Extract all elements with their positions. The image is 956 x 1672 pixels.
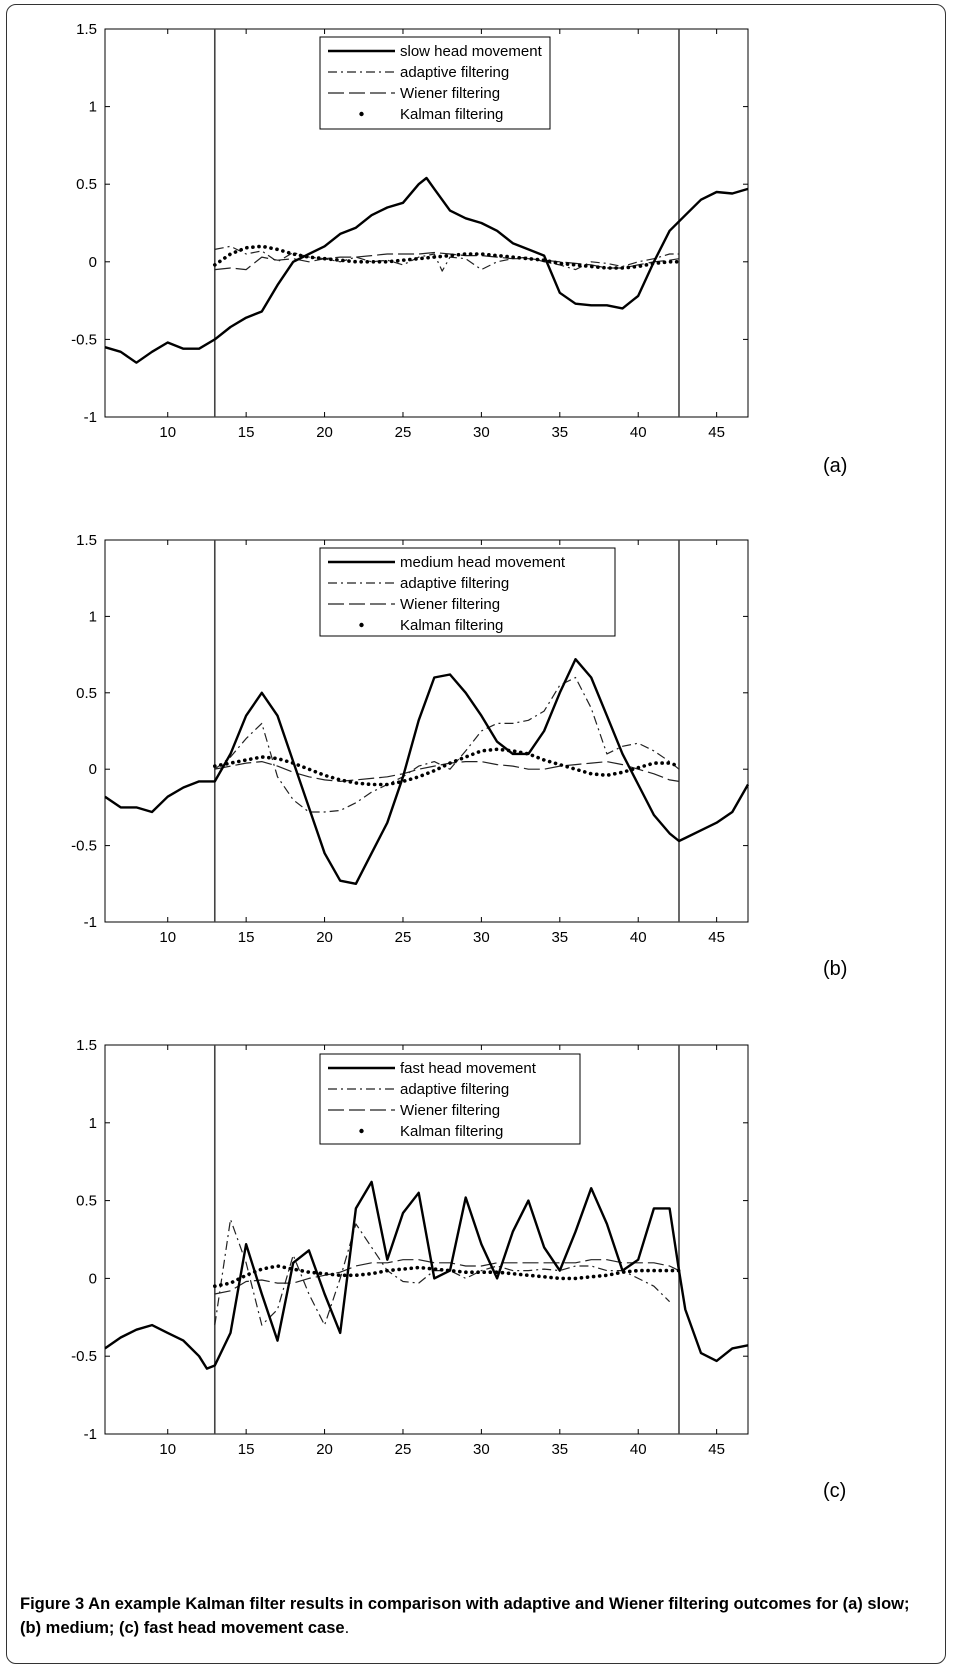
x-tick-label: 45 (708, 929, 725, 946)
y-tick-label: 0 (89, 761, 97, 778)
legend-marker-dot (359, 111, 364, 117)
series-line-solid (104, 176, 749, 364)
legend-label: Kalman filtering (400, 1123, 503, 1140)
x-tick-label: 10 (159, 929, 176, 946)
y-tick-label: 0 (89, 254, 97, 271)
chart-panel-2: 10 15 20 25 30 35 40 45 -1 -0.5 0 0.5 1 1.5 fast head … (71, 1037, 846, 1502)
legend-label: adaptive filtering (400, 575, 509, 592)
y-tick-label: 0 (89, 1270, 97, 1287)
y-tick-label: 1.5 (76, 1037, 97, 1054)
series-line-dashdot (214, 676, 680, 813)
x-tick-label: 20 (316, 1441, 333, 1458)
series-line-solid (104, 1180, 749, 1370)
x-tick-label: 15 (238, 929, 255, 946)
x-tick-label: 45 (708, 1441, 725, 1458)
legend-label: Wiener filtering (400, 596, 500, 613)
y-tick-label: 1 (89, 99, 97, 116)
x-tick-label: 30 (473, 929, 490, 946)
x-tick-label: 25 (395, 929, 412, 946)
legend-label: medium head movement (400, 554, 566, 571)
x-tick-label: 35 (551, 424, 568, 441)
y-tick-label: -1 (84, 409, 97, 426)
series-line-longdash (214, 760, 680, 783)
legend-marker-dot (359, 622, 364, 628)
caption-label: Figure 3 (20, 1595, 85, 1613)
y-tick-label: 1 (89, 1115, 97, 1132)
chart-panel-0: 10 15 20 25 30 35 40 45 -1 -0.5 0 0.5 1 1.5 slow head … (71, 21, 847, 477)
x-tick-label: 20 (316, 929, 333, 946)
panel-label: (c) (823, 1480, 846, 1502)
axes-box (104, 1044, 749, 1435)
series-line-solid (104, 658, 750, 885)
chart-panel-1: 10 15 20 25 30 35 40 45 -1 -0.5 0 0.5 1 1.5 medium hea… (71, 532, 847, 980)
x-tick-label: 20 (316, 424, 333, 441)
x-tick-label: 35 (551, 1441, 568, 1458)
y-tick-label: 0.5 (76, 176, 97, 193)
y-tick-label: -1 (84, 914, 97, 931)
caption-text: An example Kalman filter results in comp… (20, 1595, 910, 1637)
legend-label: slow head movement (400, 43, 543, 60)
y-tick-label: 0.5 (76, 685, 97, 702)
figure-caption: Figure 3 An example Kalman filter result… (20, 1592, 935, 1640)
x-tick-label: 30 (473, 424, 490, 441)
x-tick-label: 15 (238, 1441, 255, 1458)
series-line-dots (213, 1264, 681, 1288)
x-tick-label: 40 (630, 424, 647, 441)
legend-label: fast head movement (400, 1060, 537, 1077)
y-tick-label: 1.5 (76, 21, 97, 38)
legend-label: adaptive filtering (400, 64, 509, 81)
x-tick-label: 25 (395, 424, 412, 441)
x-tick-label: 45 (708, 424, 725, 441)
axes-box (104, 28, 749, 418)
legend-label: adaptive filtering (400, 1081, 509, 1098)
y-tick-label: 1 (89, 608, 97, 625)
y-tick-label: -1 (84, 1426, 97, 1443)
y-tick-label: -0.5 (71, 1348, 97, 1365)
x-tick-label: 10 (159, 424, 176, 441)
axes-box (104, 539, 749, 923)
panel-label: (b) (823, 958, 847, 980)
caption-end: . (344, 1619, 350, 1637)
y-tick-label: -0.5 (71, 838, 97, 855)
legend: medium head movement adaptive filtering Wi… (319, 547, 616, 637)
series-line-longdash (214, 251, 680, 271)
x-tick-label: 40 (630, 1441, 647, 1458)
legend-label: Wiener filtering (400, 85, 500, 102)
legend-label: Wiener filtering (400, 1102, 500, 1119)
legend-label: Kalman filtering (400, 617, 503, 634)
y-tick-label: 1.5 (76, 532, 97, 549)
y-tick-label: -0.5 (71, 331, 97, 348)
x-tick-label: 30 (473, 1441, 490, 1458)
figure-frame (6, 4, 946, 1664)
panel-label: (a) (823, 455, 847, 477)
legend-marker-dot (359, 1128, 364, 1134)
x-tick-label: 35 (551, 929, 568, 946)
x-tick-label: 25 (395, 1441, 412, 1458)
x-tick-label: 40 (630, 929, 647, 946)
legend: slow head movement adaptive filtering Wien… (319, 36, 551, 130)
series-line-dots (213, 747, 681, 787)
y-tick-label: 0.5 (76, 1193, 97, 1210)
legend-label: Kalman filtering (400, 106, 503, 123)
x-tick-label: 10 (159, 1441, 176, 1458)
series-line-longdash (214, 1259, 680, 1295)
x-tick-label: 15 (238, 424, 255, 441)
legend-box (319, 36, 551, 130)
series-line-dots (213, 244, 681, 270)
legend: fast head movement adaptive filtering Wien… (319, 1053, 581, 1145)
